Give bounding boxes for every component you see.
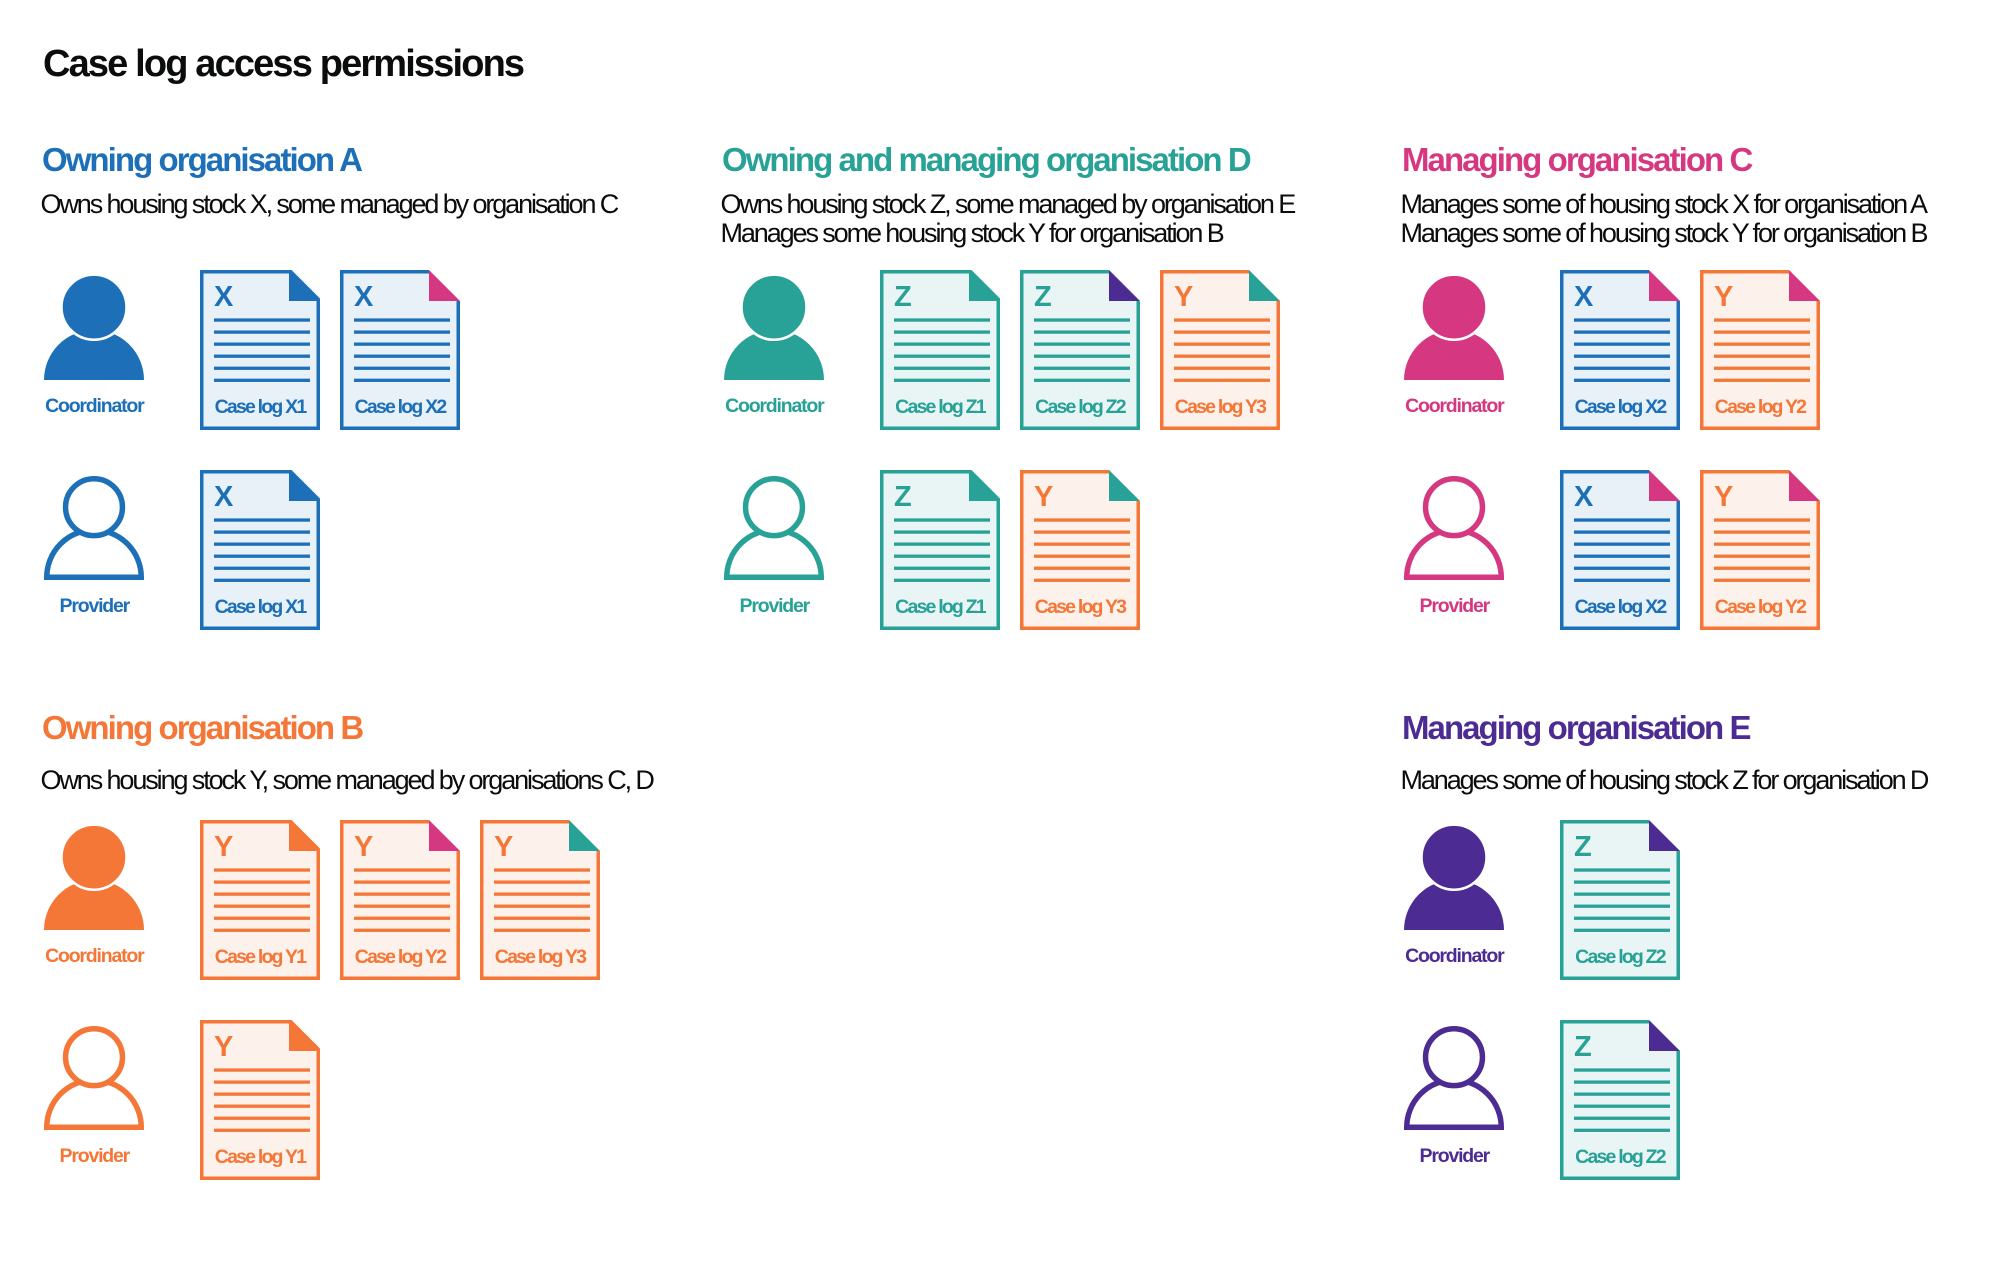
svg-text:Z: Z [894, 281, 912, 313]
svg-text:Z: Z [1574, 1031, 1592, 1063]
svg-text:X: X [1574, 481, 1594, 513]
svg-text:Case log Y2: Case log Y2 [1715, 596, 1807, 618]
svg-text:Y: Y [1714, 481, 1733, 513]
svg-text:Case log Y1: Case log Y1 [215, 1146, 307, 1168]
svg-text:Case log Y1: Case log Y1 [215, 946, 307, 968]
svg-text:Case log Y3: Case log Y3 [1175, 396, 1267, 418]
svg-text:Z: Z [1034, 281, 1052, 313]
svg-text:Case log Y2: Case log Y2 [355, 946, 447, 968]
svg-text:Y: Y [494, 831, 513, 863]
svg-text:X: X [1574, 281, 1594, 313]
svg-text:Y: Y [214, 831, 233, 863]
svg-text:Case log Z2: Case log Z2 [1575, 946, 1667, 968]
svg-text:X: X [214, 281, 234, 313]
svg-text:Y: Y [354, 831, 373, 863]
svg-text:Z: Z [894, 481, 912, 513]
svg-text:X: X [354, 281, 374, 313]
svg-text:Y: Y [214, 1031, 233, 1063]
svg-text:Case log Z1: Case log Z1 [895, 396, 987, 418]
svg-text:Case log X2: Case log X2 [1575, 396, 1668, 418]
svg-text:Case log Y2: Case log Y2 [1715, 396, 1807, 418]
svg-text:Case log Z1: Case log Z1 [895, 596, 987, 618]
svg-text:Case log X2: Case log X2 [1575, 596, 1668, 618]
svg-text:Y: Y [1034, 481, 1053, 513]
svg-text:Case log Y3: Case log Y3 [495, 946, 587, 968]
svg-text:Case log Z2: Case log Z2 [1035, 396, 1127, 418]
svg-text:X: X [214, 481, 234, 513]
svg-text:Y: Y [1174, 281, 1193, 313]
svg-text:Case log X1: Case log X1 [215, 596, 308, 618]
svg-text:Case log X2: Case log X2 [355, 396, 448, 418]
svg-text:Case log Y3: Case log Y3 [1035, 596, 1127, 618]
svg-text:Case log Z2: Case log Z2 [1575, 1146, 1667, 1168]
svg-text:Z: Z [1574, 831, 1592, 863]
svg-text:Case log X1: Case log X1 [215, 396, 308, 418]
svg-text:Y: Y [1714, 281, 1733, 313]
